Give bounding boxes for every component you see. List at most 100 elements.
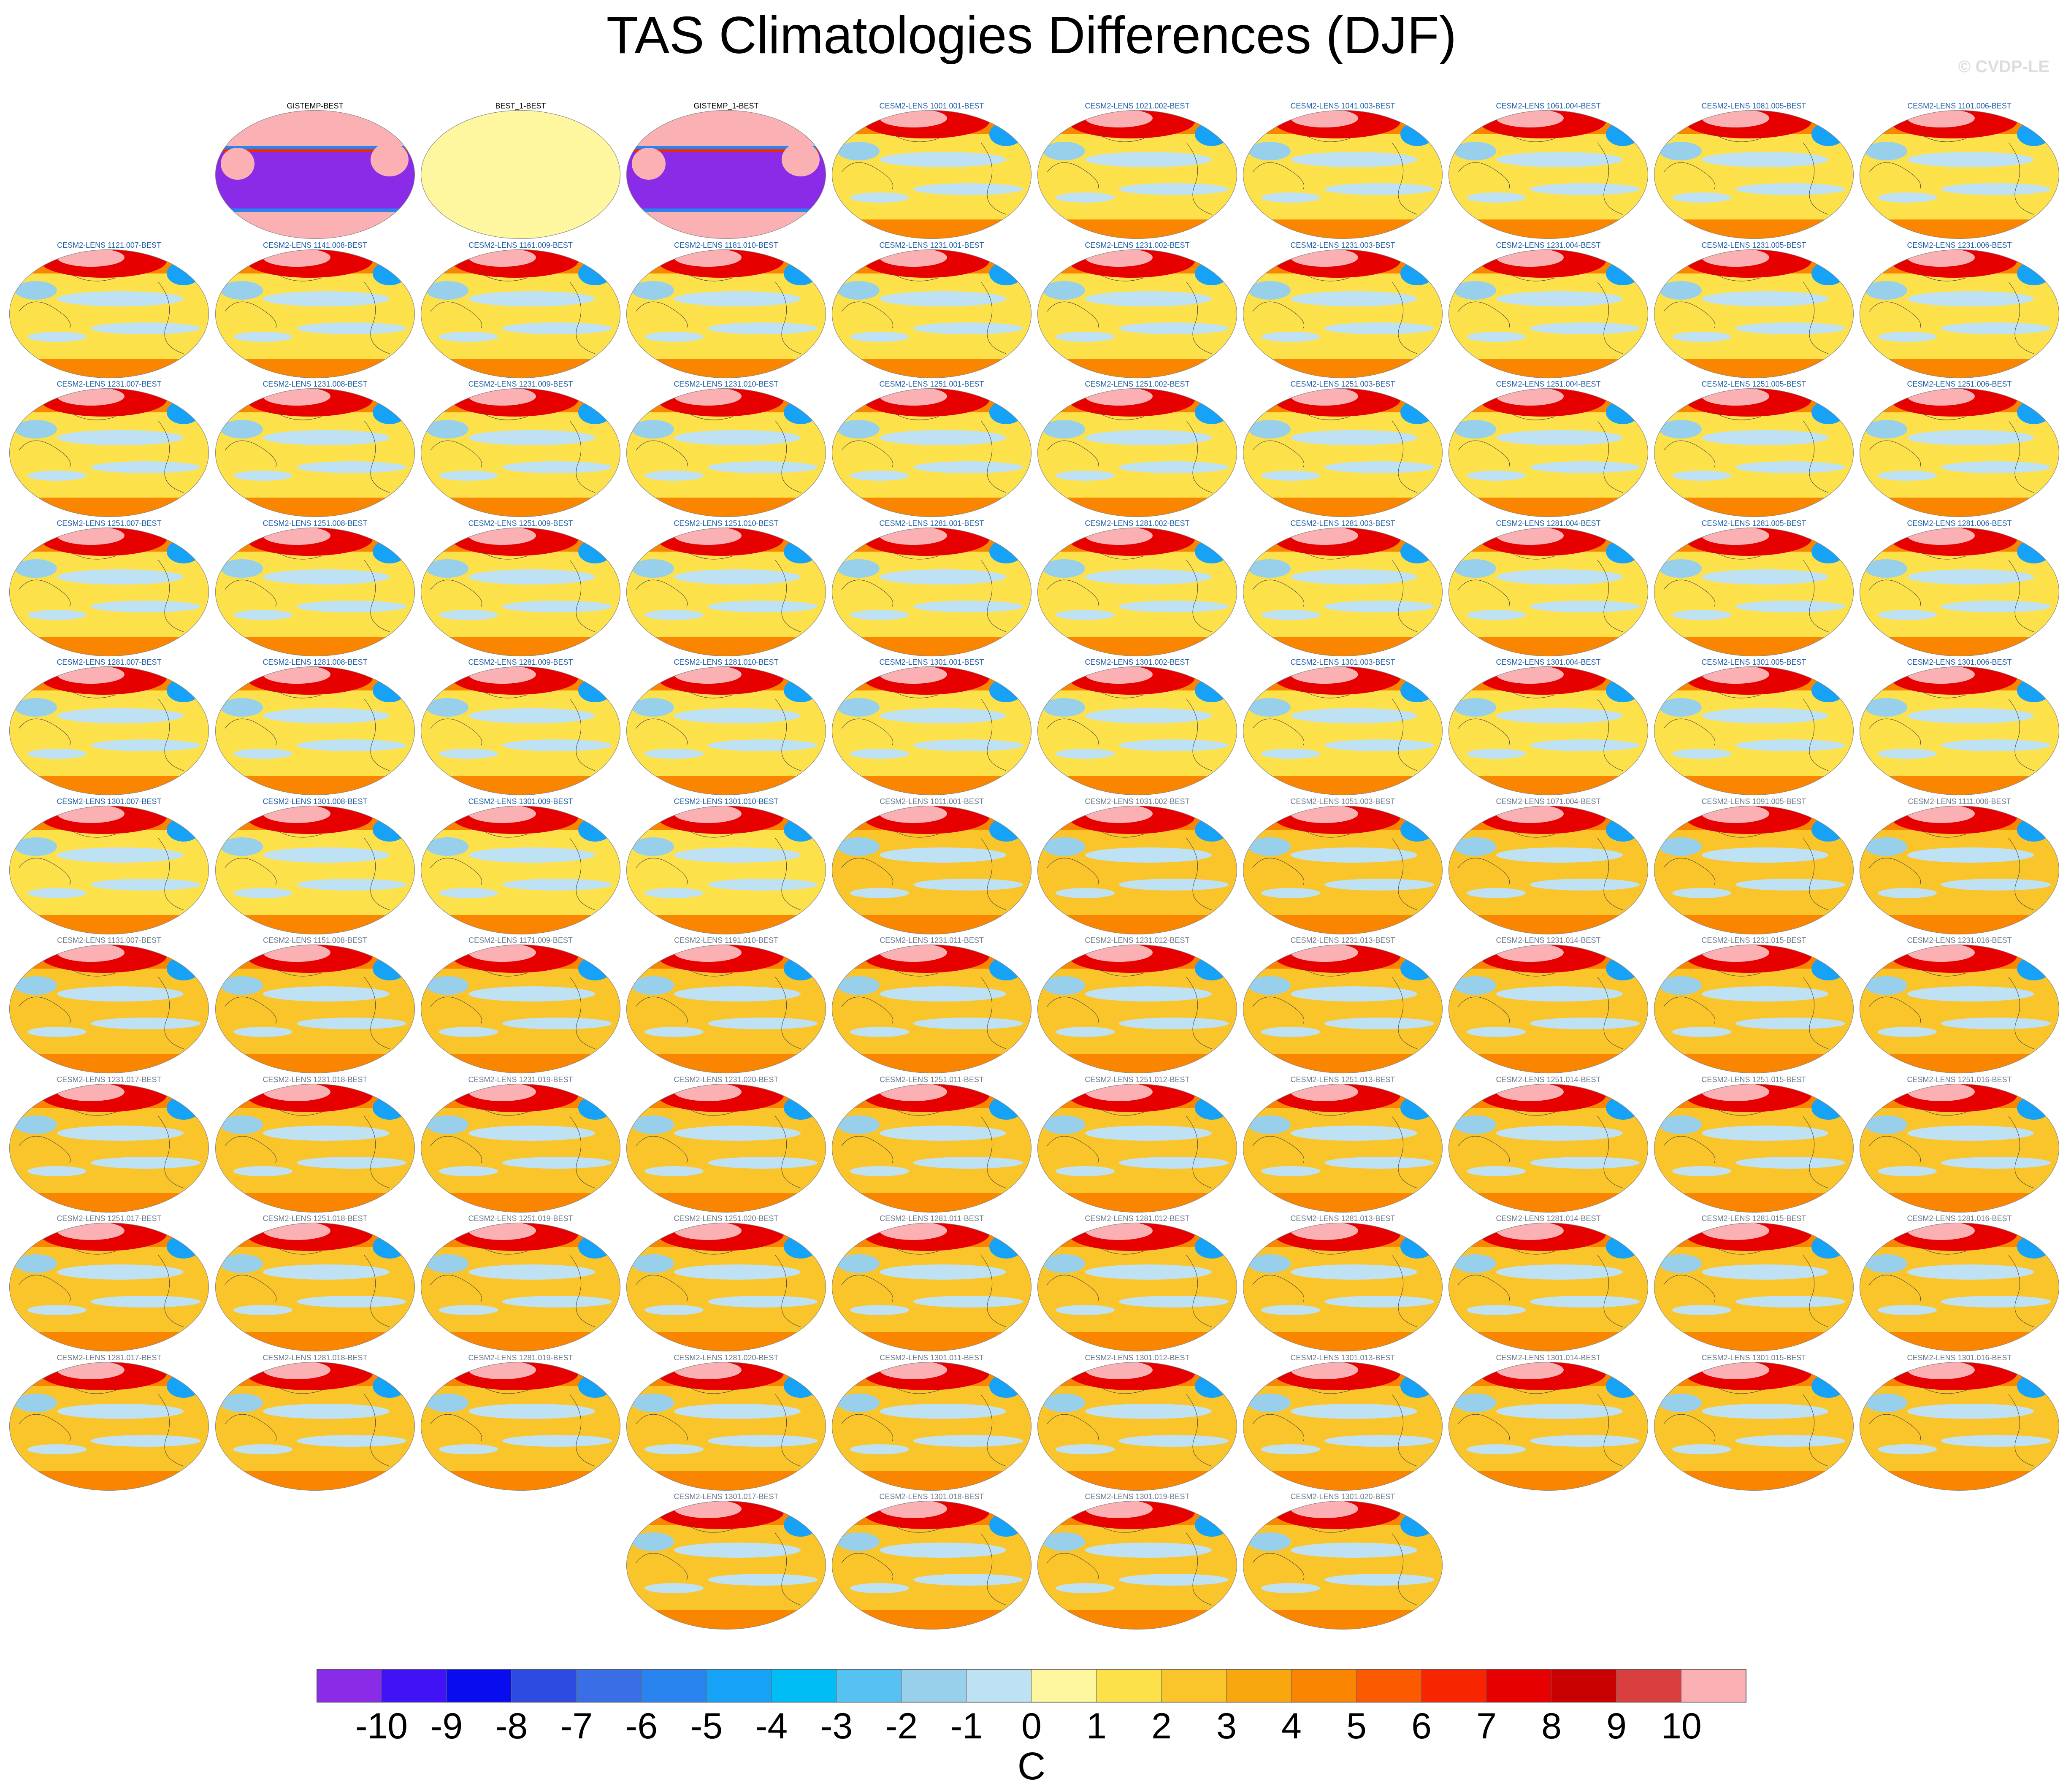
map-coastline — [1508, 412, 1556, 420]
map-cool-band — [644, 1027, 704, 1037]
map-cool-band — [880, 569, 1006, 585]
map-coastline — [158, 560, 184, 632]
map-cool-band — [439, 471, 498, 481]
map-panel-title: CESM2-LENS 1161.009-BEST — [468, 241, 573, 249]
map-cool-band — [880, 430, 1006, 445]
map-image — [1243, 249, 1443, 378]
map-coastline — [686, 829, 734, 837]
map-panel: CESM2-LENS 1251.010-BEST — [623, 519, 829, 658]
map-outline — [1037, 944, 1237, 1074]
map-coastline — [569, 1394, 596, 1466]
map-panel: CESM2-LENS 1281.010-BEST — [623, 658, 829, 796]
map-panel: CESM2-LENS 1281.015-BEST — [1651, 1214, 1857, 1353]
map-cool-anomaly — [1043, 559, 1085, 578]
map-cool-band — [1735, 461, 1845, 473]
map-outline — [1037, 388, 1237, 517]
map-cool-band — [1672, 1305, 1731, 1315]
map-cool-band — [1907, 291, 2034, 306]
map-fill-north-positive — [215, 110, 415, 148]
map-panel-title: CESM2-LENS 1251.017-BEST — [57, 1214, 162, 1223]
map-panel-title: CESM2-LENS 1251.007-BEST — [57, 519, 162, 528]
map-band-blue — [215, 146, 415, 150]
map-fill-southern-warm — [215, 636, 415, 656]
map-fill-southern-warm — [215, 1193, 415, 1212]
map-panel: CESM2-LENS 1281.012-BEST — [1034, 1214, 1240, 1353]
map-coastline — [1303, 1386, 1350, 1394]
map-panel: CESM2-LENS 1231.006-BEST — [1857, 241, 2062, 379]
map-cool-band — [1085, 152, 1212, 167]
map-panel-title: CESM2-LENS 1101.006-BEST — [1907, 102, 2012, 110]
map-coastline — [1508, 273, 1556, 281]
map-outline — [1654, 1362, 1854, 1491]
map-panel: CESM2-LENS 1231.005-BEST — [1651, 241, 1857, 379]
map-outline — [626, 666, 826, 796]
map-coastline — [19, 1136, 70, 1163]
map-panel: CESM2-LENS 1111.006-BEST — [1857, 797, 2062, 936]
map-image — [1243, 1083, 1443, 1213]
map-cool-anomaly — [426, 698, 468, 717]
map-panel: CESM2-LENS 1091.005-BEST — [1651, 797, 1857, 936]
map-image — [420, 110, 621, 239]
colorbar — [317, 1669, 1746, 1703]
map-fill-southern-warm — [1243, 358, 1443, 378]
map-panel-title: CESM2-LENS 1231.012-BEST — [1085, 936, 1190, 945]
map-cool-band — [263, 569, 390, 585]
map-cool-band — [233, 609, 292, 620]
map-cool-band — [1085, 1125, 1212, 1141]
map-coastline — [1663, 996, 1715, 1024]
map-image — [1654, 388, 1854, 517]
map-coastline — [1663, 1275, 1715, 1302]
colorbar-box — [1356, 1669, 1421, 1703]
map-image — [626, 388, 826, 517]
map-cool-anomaly — [15, 698, 57, 717]
map-panel: CESM2-LENS 1301.006-BEST — [1857, 658, 2062, 796]
map-image — [9, 1083, 209, 1213]
map-outline — [1654, 249, 1854, 378]
map-fill-southern-warm — [1654, 1471, 1854, 1490]
colorbar-box — [1421, 1669, 1486, 1703]
map-coastline — [1714, 273, 1761, 281]
map-outline — [1243, 110, 1443, 239]
map-panel-title: CESM2-LENS 1251.003-BEST — [1290, 380, 1395, 388]
map-image — [1448, 1222, 1649, 1352]
map-fill-southern-warm — [626, 1471, 826, 1490]
map-coastline — [158, 977, 184, 1049]
map-cool-band — [1530, 1435, 1640, 1447]
colorbar-box — [1681, 1669, 1746, 1703]
map-panel-title: CESM2-LENS 1191.010-BEST — [674, 936, 778, 945]
map-cool-band — [1324, 600, 1434, 612]
map-outline — [831, 249, 1032, 378]
map-cool-band — [439, 749, 498, 759]
map-cool-band — [1056, 609, 1115, 620]
map-fill-southern-warm — [421, 498, 620, 517]
map-panel-title: CESM2-LENS 1301.008-BEST — [263, 797, 368, 806]
map-outline — [1037, 249, 1237, 378]
map-fill-southern-warm — [9, 1471, 209, 1490]
map-cool-anomaly — [1660, 559, 1702, 578]
map-panel-title: CESM2-LENS 1251.004-BEST — [1496, 380, 1601, 388]
map-outline — [626, 1083, 826, 1213]
map-image — [1859, 388, 2060, 517]
map-cool-band — [1735, 1296, 1845, 1307]
map-fill-southern-warm — [1243, 915, 1443, 934]
map-cool-anomaly — [632, 420, 674, 439]
map-cool-band — [233, 471, 292, 481]
map-coastline — [1920, 1107, 1967, 1115]
map-cool-band — [263, 430, 390, 445]
map-outline — [1859, 110, 2060, 239]
map-cool-band — [1702, 569, 1828, 585]
map-coastline — [1252, 858, 1304, 885]
map-image — [1859, 110, 2060, 239]
map-coastline — [2008, 560, 2034, 632]
map-coastline — [636, 1414, 688, 1441]
map-coastline — [1047, 1275, 1099, 1302]
map-fill-southern-warm — [1448, 1471, 1648, 1490]
map-cool-band — [1291, 569, 1417, 585]
map-cool-band — [1907, 847, 2034, 863]
map-image — [1037, 944, 1237, 1074]
map-image — [9, 805, 209, 934]
map-coastline — [1714, 1246, 1761, 1255]
map-coastline — [19, 1414, 70, 1441]
map-outline — [626, 388, 826, 517]
map-cool-anomaly — [426, 837, 468, 856]
